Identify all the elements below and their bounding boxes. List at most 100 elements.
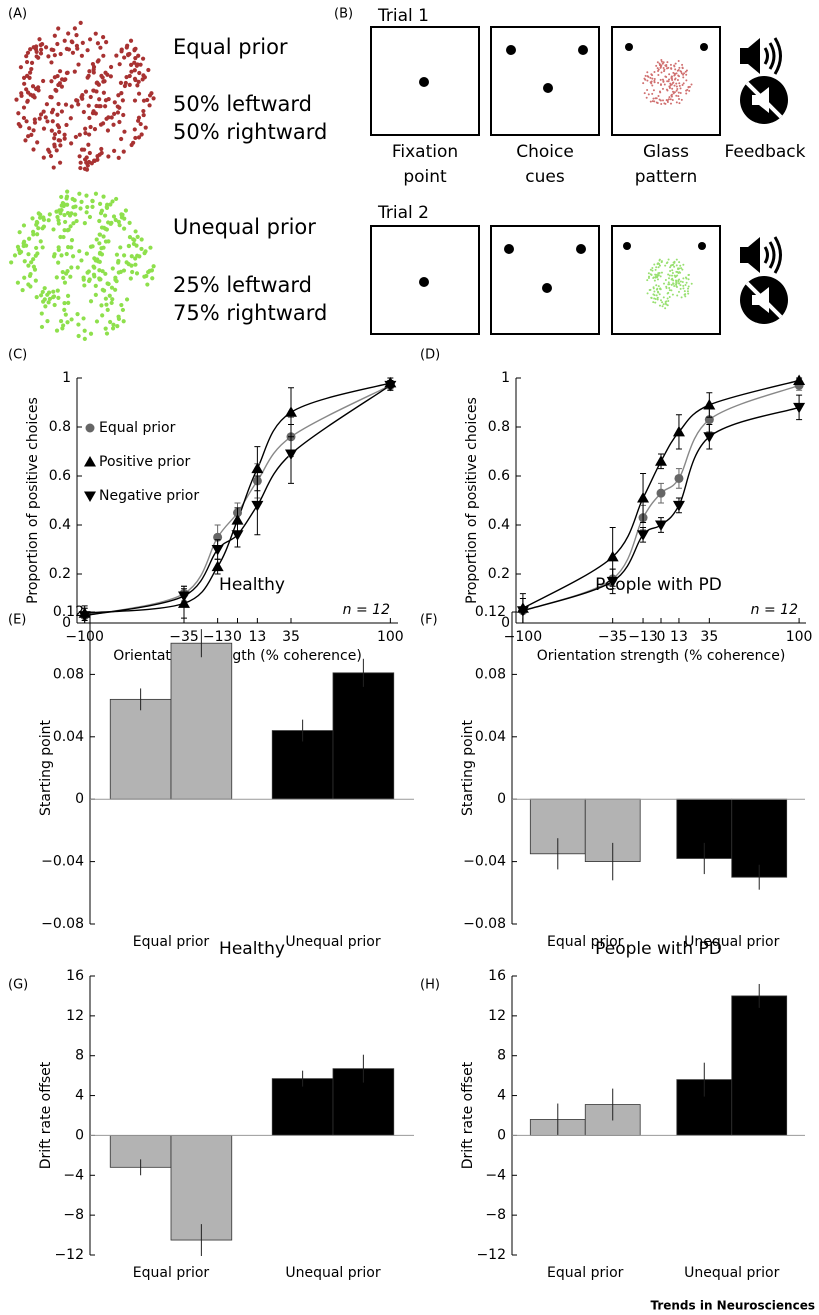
dot xyxy=(662,80,665,83)
dot xyxy=(9,260,14,265)
dot xyxy=(671,98,674,101)
dot xyxy=(34,222,39,227)
dot xyxy=(45,119,50,124)
dot xyxy=(690,282,693,285)
screen xyxy=(490,26,600,136)
dot xyxy=(93,31,98,36)
dot xyxy=(656,275,659,278)
dot xyxy=(29,260,34,265)
dot xyxy=(71,221,76,226)
fixation-dots xyxy=(419,43,708,293)
dot xyxy=(678,75,681,78)
mute-icon xyxy=(740,76,788,124)
step-label: cues xyxy=(525,167,565,187)
dot xyxy=(147,93,153,98)
y-tick-label: 16 xyxy=(488,968,506,984)
trial-label: Trial 1 xyxy=(377,6,429,26)
dot xyxy=(101,234,106,239)
x-tick-label: Unequal prior xyxy=(684,1265,780,1281)
dot xyxy=(103,296,108,301)
x-axis-label: Orientation strength (% coherence) xyxy=(113,648,362,664)
panel-label: (H) xyxy=(420,978,440,993)
dot xyxy=(680,267,683,270)
dot xyxy=(130,269,135,275)
condition-title: Unequal prior xyxy=(173,215,316,239)
dot xyxy=(659,65,662,68)
dot xyxy=(51,227,56,232)
dot xyxy=(651,74,654,77)
dot xyxy=(675,94,678,97)
y-tick-label: −0.08 xyxy=(41,916,84,932)
legend-label: Negative prior xyxy=(99,488,199,504)
dot xyxy=(64,122,69,128)
dot xyxy=(681,280,684,283)
dot xyxy=(672,92,675,95)
dot xyxy=(115,104,120,109)
dot xyxy=(81,316,86,321)
dot xyxy=(33,278,38,283)
y-tick-label: −0.04 xyxy=(41,854,84,870)
dot xyxy=(118,245,123,250)
dot xyxy=(120,307,126,313)
dot xyxy=(72,69,77,74)
dot xyxy=(671,293,674,296)
dot xyxy=(659,275,662,278)
dot xyxy=(73,134,78,140)
dot xyxy=(126,53,131,58)
dot xyxy=(101,35,106,40)
dot xyxy=(666,61,669,64)
y-tick-label: −12 xyxy=(476,1247,506,1263)
dot xyxy=(659,66,662,69)
dot xyxy=(90,244,95,249)
dot xyxy=(65,70,70,75)
dot xyxy=(93,292,98,297)
dot xyxy=(685,89,688,92)
dot xyxy=(646,292,649,295)
dot xyxy=(684,70,687,73)
dot xyxy=(678,84,681,87)
dot xyxy=(61,275,66,280)
dot xyxy=(38,239,43,244)
dot xyxy=(77,154,82,159)
dot xyxy=(677,91,680,94)
dot xyxy=(82,157,88,162)
y-axis-label: Drift rate offset xyxy=(460,1061,476,1169)
dot xyxy=(670,93,673,96)
dot xyxy=(49,128,54,133)
dot xyxy=(14,97,19,102)
dot xyxy=(83,89,89,94)
legend-marker xyxy=(84,456,96,467)
dot xyxy=(66,245,71,250)
dot xyxy=(43,115,48,120)
y-tick-label: 4 xyxy=(75,1088,84,1104)
dot xyxy=(96,82,101,87)
dot xyxy=(80,40,85,45)
dot xyxy=(82,166,88,171)
dot xyxy=(16,111,21,116)
dot xyxy=(668,277,671,280)
dot xyxy=(136,135,142,140)
dot xyxy=(657,274,660,277)
dot xyxy=(101,90,106,95)
bar xyxy=(271,730,334,800)
dot xyxy=(656,296,659,299)
dot xyxy=(669,82,672,85)
chart-title: Healthy xyxy=(219,575,285,595)
dot xyxy=(41,155,46,160)
dot xyxy=(70,50,76,55)
dot xyxy=(54,209,59,214)
dot xyxy=(76,62,81,67)
dot xyxy=(62,38,67,43)
dot xyxy=(19,93,24,98)
panel-label: (F) xyxy=(420,613,438,628)
dot xyxy=(149,268,155,273)
dot xyxy=(58,234,63,240)
dot xyxy=(47,212,52,217)
dot xyxy=(682,287,685,290)
dot xyxy=(39,324,45,330)
dot xyxy=(105,307,110,313)
dot xyxy=(141,108,146,114)
dot xyxy=(69,141,74,146)
dot xyxy=(84,160,89,165)
marker xyxy=(231,530,244,541)
